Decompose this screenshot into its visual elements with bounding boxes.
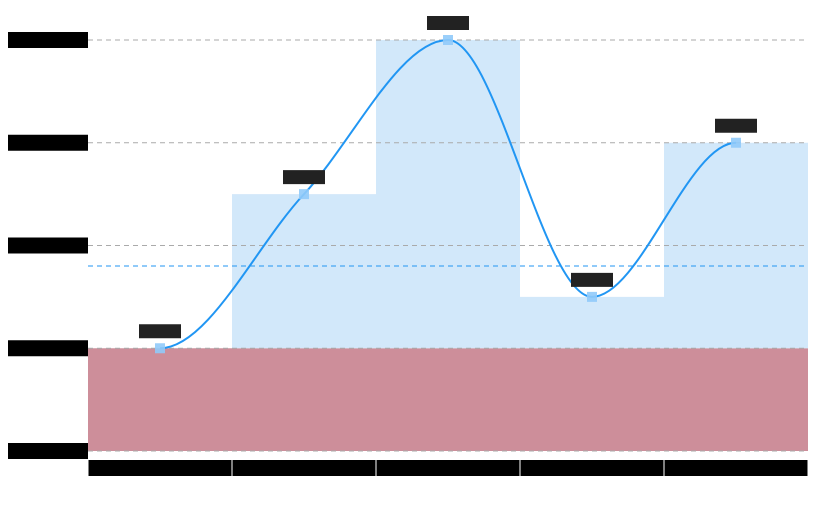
point-layer <box>155 35 741 354</box>
data-point-1 <box>299 189 309 200</box>
step-area-column-1 <box>232 194 376 349</box>
y-tick-box-0 <box>8 443 88 459</box>
data-label-box-1 <box>283 170 325 185</box>
data-label-box-2 <box>427 16 469 30</box>
data-point-3 <box>587 291 597 302</box>
data-label-box-4 <box>715 118 757 133</box>
data-point-4 <box>731 137 741 148</box>
y-tick-box-4 <box>8 32 88 48</box>
x-tick-box-3 <box>520 460 664 476</box>
series-line <box>159 38 737 350</box>
step-area-column-2 <box>376 40 520 349</box>
step-area-column-3 <box>520 296 664 349</box>
x-tick-box-4 <box>664 460 808 476</box>
x-tick-box-1 <box>232 460 376 476</box>
x-axis <box>88 460 808 476</box>
y-tick-box-1 <box>8 340 88 357</box>
data-label-layer <box>139 16 757 339</box>
data-point-2 <box>443 35 453 45</box>
x-tick-box-0 <box>88 460 232 476</box>
step-area-layer <box>232 40 808 349</box>
band-layer <box>88 348 808 451</box>
plot-band-0 <box>88 348 808 451</box>
y-axis <box>8 32 88 459</box>
data-label-box-3 <box>571 272 613 287</box>
data-point-0 <box>155 343 165 354</box>
data-label-box-0 <box>139 324 181 339</box>
x-tick-box-2 <box>376 460 520 476</box>
y-tick-box-2 <box>8 237 88 254</box>
y-tick-box-3 <box>8 134 88 151</box>
series-line-layer <box>159 38 737 350</box>
